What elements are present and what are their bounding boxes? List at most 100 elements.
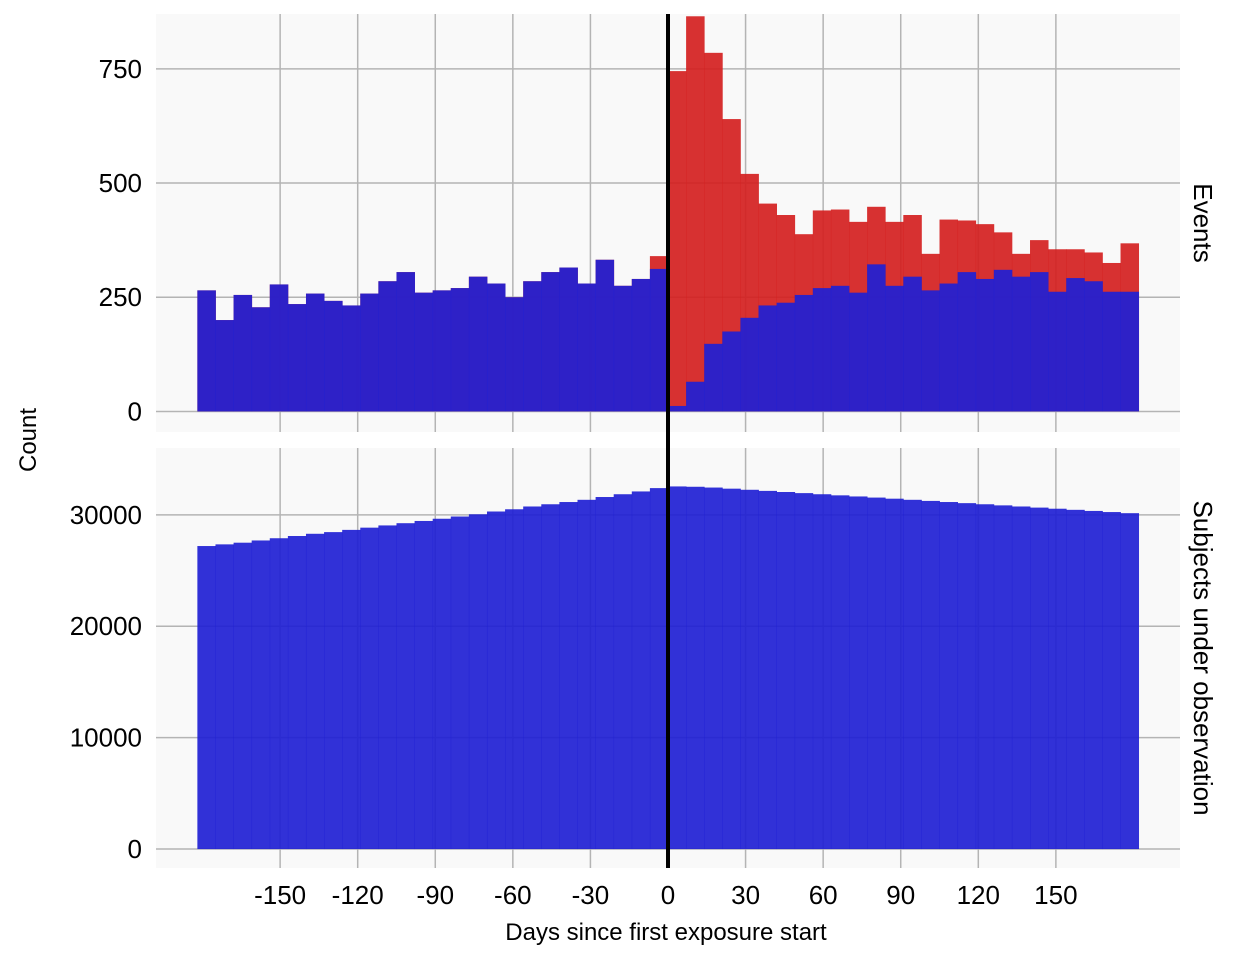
bar xyxy=(1048,291,1067,412)
bar xyxy=(686,381,705,412)
bar xyxy=(613,285,633,412)
bar xyxy=(704,52,723,412)
bar xyxy=(1066,278,1085,412)
y-tick-label: 0 xyxy=(128,396,142,426)
bar xyxy=(975,504,995,850)
bar xyxy=(668,486,687,850)
bar xyxy=(740,317,759,412)
bar xyxy=(432,518,452,850)
y-tick-label: 30000 xyxy=(70,500,142,530)
x-tick-label: 120 xyxy=(957,880,1000,910)
x-axis-title: Days since first exposure start xyxy=(505,919,827,946)
bar xyxy=(505,297,524,412)
bar xyxy=(396,523,415,850)
bar xyxy=(957,503,977,850)
bar xyxy=(740,489,759,850)
bar xyxy=(649,268,669,412)
y-tick-label: 10000 xyxy=(70,723,142,753)
bar xyxy=(903,499,922,850)
x-tick-label: -60 xyxy=(494,880,532,910)
bar xyxy=(432,290,452,412)
bar xyxy=(830,285,850,412)
y-tick-label: 20000 xyxy=(70,611,142,641)
bar xyxy=(885,498,904,850)
panel-2: 0 10000 20000 30000 Subjects under observati… xyxy=(70,448,1218,868)
bar xyxy=(849,496,868,850)
y-tick-label: 750 xyxy=(99,54,142,84)
x-tick-label: 90 xyxy=(886,880,915,910)
x-tick-label: -120 xyxy=(332,880,384,910)
bar xyxy=(867,264,886,412)
bar xyxy=(649,488,669,850)
bar xyxy=(849,292,868,412)
bar xyxy=(830,495,850,850)
bar xyxy=(324,532,343,850)
bar xyxy=(559,267,578,412)
bar xyxy=(957,272,977,412)
bar xyxy=(486,511,506,850)
bar xyxy=(324,300,343,412)
bar xyxy=(1066,509,1085,850)
bar xyxy=(1084,510,1103,850)
bar xyxy=(505,509,524,850)
bar xyxy=(305,533,325,850)
bar xyxy=(758,305,778,412)
bar xyxy=(414,292,434,412)
bar xyxy=(233,294,253,412)
bar xyxy=(686,486,705,850)
bar xyxy=(595,259,615,412)
x-tick-label: -30 xyxy=(572,880,610,910)
bar xyxy=(885,285,904,412)
y-tick-label: 500 xyxy=(99,168,142,198)
bar xyxy=(1030,272,1049,412)
bar xyxy=(251,307,271,412)
bar xyxy=(1120,291,1140,412)
y-tick-label: 0 xyxy=(128,834,142,864)
chart-panels: 0 250 500 750 Events 0 10000 20000 30000 Subjects… xyxy=(70,14,1218,910)
bar xyxy=(396,272,415,412)
bar xyxy=(921,290,940,412)
bar xyxy=(360,527,379,850)
bar xyxy=(1030,507,1049,850)
bar xyxy=(378,281,397,412)
bar xyxy=(794,294,814,412)
bar xyxy=(215,320,234,412)
bar xyxy=(975,278,995,412)
y-tick-label: 250 xyxy=(99,282,142,312)
x-tick-label: 30 xyxy=(731,880,760,910)
bar xyxy=(776,302,796,412)
bar xyxy=(1011,506,1031,850)
bar xyxy=(577,283,596,412)
bar xyxy=(939,283,959,412)
bar xyxy=(686,16,705,412)
bar xyxy=(342,529,361,850)
x-tick-label: -90 xyxy=(416,880,454,910)
bar xyxy=(867,497,886,850)
bar xyxy=(812,494,832,850)
bar xyxy=(704,343,723,412)
bar xyxy=(215,544,234,850)
y-axis-title: Count xyxy=(15,408,42,472)
bar xyxy=(541,504,560,850)
bar xyxy=(468,514,488,850)
bar xyxy=(776,492,796,850)
bar xyxy=(233,542,253,850)
bar xyxy=(450,288,470,412)
bar xyxy=(360,293,379,412)
bar xyxy=(722,331,741,412)
panel-1: 0 250 500 750 Events xyxy=(99,14,1218,432)
bar xyxy=(541,272,560,412)
bar xyxy=(197,546,216,850)
bar xyxy=(1011,276,1031,412)
bar xyxy=(523,281,542,412)
x-tick-label: 150 xyxy=(1034,880,1077,910)
bar xyxy=(577,499,596,850)
bar xyxy=(993,505,1013,850)
bar xyxy=(704,487,723,850)
bar xyxy=(468,276,488,412)
bar xyxy=(794,493,814,850)
bar xyxy=(486,283,506,412)
bar xyxy=(1102,512,1121,850)
bar xyxy=(939,502,959,850)
